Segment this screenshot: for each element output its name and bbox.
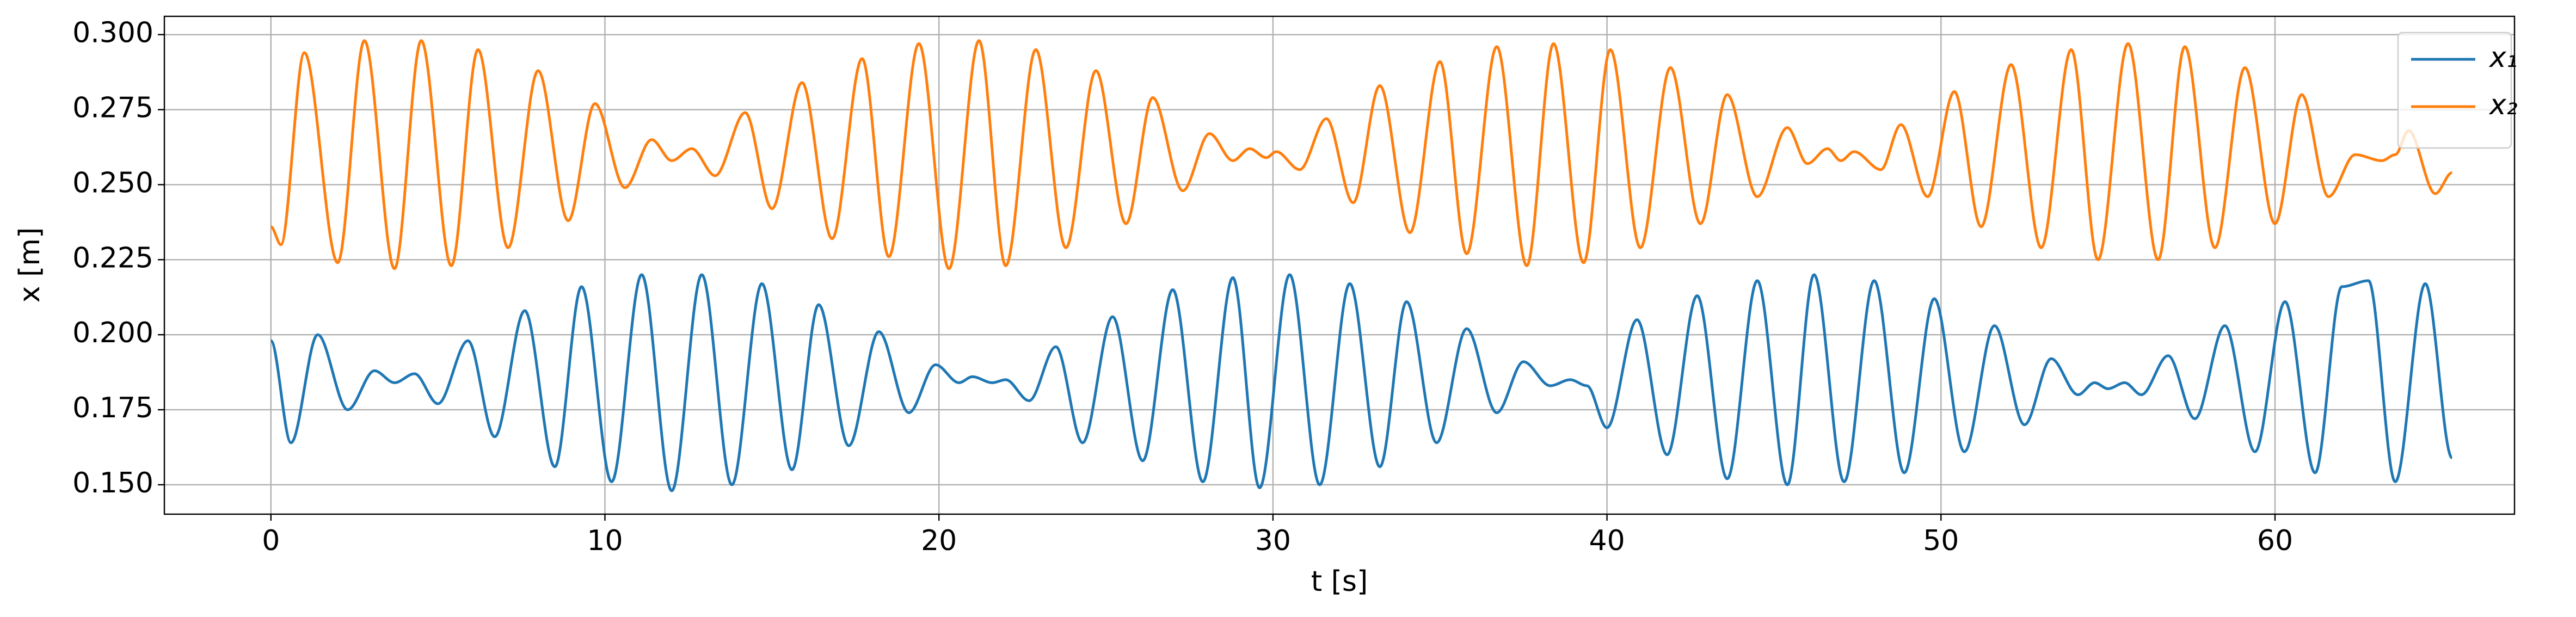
data-line [269,273,2454,492]
legend-label: x₂ [2488,89,2518,121]
legend: x₁ x₂ [2397,32,2518,149]
x-tick-label: 30 [1255,525,1291,557]
grid-layer [164,16,2514,514]
x-tick-label: 40 [1589,525,1625,557]
y-tick-label: 0.300 [72,17,153,50]
x-tick-label: 20 [921,525,957,557]
y-axis-label: x [m] [14,227,46,303]
legend-box [2397,32,2512,149]
y-tick-label: 0.275 [72,92,153,125]
legend-label: x₁ [2488,41,2518,74]
x-tick-label: 10 [587,525,623,557]
x-tick-label: 0 [262,525,280,557]
line-layer [269,39,2454,492]
y-tick-label: 0.200 [72,317,153,349]
x-tick-label: 50 [1923,525,1959,557]
y-tick-label: 0.175 [72,392,153,424]
x-tick-label: 60 [2257,525,2293,557]
x-axis-label: t [s] [1311,565,1368,598]
tick-layer: 0 10 20 30 40 50 60 0.150 0.175 0.200 0.225 0.250 0.… [72,17,2293,557]
y-tick-label: 0.150 [72,467,153,499]
axes-frame [163,15,2516,515]
y-tick-label: 0.250 [72,166,153,199]
y-tick-label: 0.225 [72,242,153,274]
data-line [270,39,2453,270]
